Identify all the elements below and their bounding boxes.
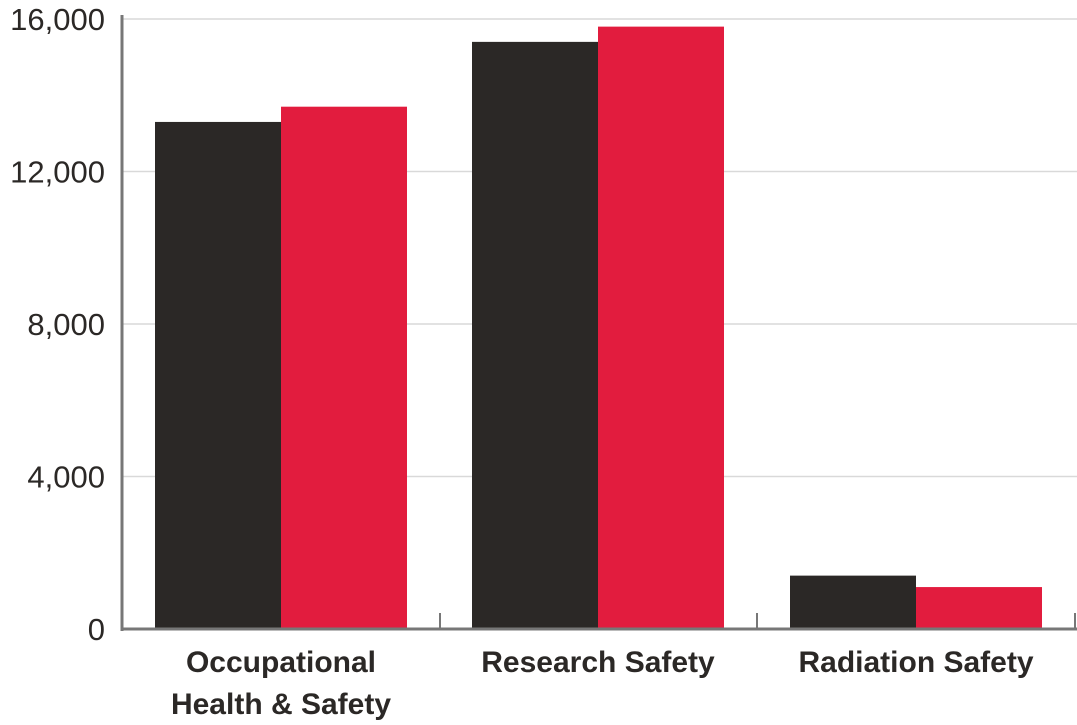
bar	[281, 106, 407, 629]
y-tick-label: 16,000	[10, 2, 105, 37]
y-tick-label: 0	[88, 612, 105, 647]
bar	[598, 26, 724, 629]
x-category-label: Research Safety	[481, 646, 715, 679]
bar	[916, 587, 1042, 629]
y-tick-label: 4,000	[27, 460, 105, 495]
bars	[155, 26, 1042, 629]
bar	[155, 121, 281, 629]
labels: 0 4,000 8,000 12,000 16,000 Occupational Healt…	[10, 2, 1034, 721]
y-tick-label: 12,000	[10, 155, 105, 190]
bar	[790, 575, 916, 629]
y-tick-label: 8,000	[27, 307, 105, 342]
x-category-label: Radiation Safety	[798, 646, 1033, 679]
bar	[472, 41, 598, 629]
x-category-label: Health & Safety	[171, 688, 391, 721]
x-category-label: Occupational	[186, 646, 376, 679]
axes	[120, 15, 1077, 631]
